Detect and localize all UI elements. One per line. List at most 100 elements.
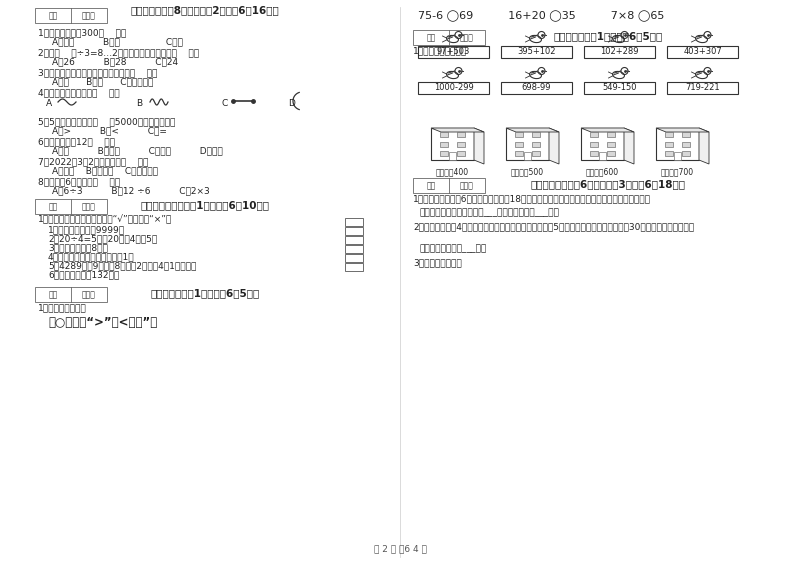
Bar	[590, 151, 598, 156]
Text: 3．在有余数的除法里，余数要比除数（    ）。: 3．在有余数的除法里，余数要比除数（ ）。	[38, 68, 158, 77]
Text: A．米          B．分米          C．厘米          D．毫米: A．米 B．分米 C．厘米 D．毫米	[52, 146, 222, 155]
Bar	[665, 141, 673, 146]
Bar	[667, 46, 738, 58]
Text: A．26          B．28          C．24: A．26 B．28 C．24	[52, 57, 178, 66]
Bar	[501, 82, 572, 94]
Bar	[457, 151, 465, 156]
Text: A．大      B．小      C．无法确定: A．大 B．小 C．无法确定	[52, 77, 154, 86]
Text: 395+102: 395+102	[518, 47, 556, 56]
Text: A．>          B．<          C．=: A．> B．< C．=	[52, 126, 167, 135]
Bar	[532, 132, 540, 137]
Text: 得分: 得分	[426, 181, 436, 190]
Bar	[440, 151, 448, 156]
Bar	[607, 151, 615, 156]
Text: 403+307: 403+307	[683, 47, 722, 56]
Text: 6．一块橡皮厕12（    ）。: 6．一块橡皮厕12（ ）。	[38, 137, 115, 146]
Text: 102+289: 102+289	[600, 47, 638, 56]
Bar	[345, 263, 363, 271]
Bar	[457, 141, 465, 146]
Text: 75-6 ◯69          16+20 ◯35          7×8 ◯65: 75-6 ◯69 16+20 ◯35 7×8 ◯65	[418, 10, 664, 21]
Text: 评卷人: 评卷人	[82, 11, 96, 20]
Text: 1．我会判断，对的在括号里打“√”，错的打“×”。: 1．我会判断，对的在括号里打“√”，错的打“×”。	[38, 215, 172, 224]
Text: A．一样    B．不一样    C．无法确定: A．一样 B．不一样 C．无法确定	[52, 166, 158, 175]
Text: 3．课桌的高度是8米。: 3．课桌的高度是8米。	[48, 243, 108, 252]
Text: 1．一棵树的高度300（    ）。: 1．一棵树的高度300（ ）。	[38, 28, 126, 37]
Bar	[656, 128, 699, 160]
Bar	[345, 227, 363, 235]
Text: 5．4289是〔9个千、8个百、2个十和4个1组成的。: 5．4289是〔9个千、8个百、2个十和4个1组成的。	[48, 261, 196, 270]
Text: 八、解决问题（兲6小题，每题3分，共6计18分）: 八、解决问题（兲6小题，每题3分，共6计18分）	[530, 179, 686, 189]
Text: 七、连一连（兲1大题，共6计5分）: 七、连一连（兲1大题，共6计5分）	[554, 31, 662, 41]
Text: 在○里填上“>”、<或＝”。: 在○里填上“>”、<或＝”。	[48, 316, 158, 329]
Text: B: B	[136, 99, 142, 108]
Bar	[581, 128, 624, 160]
Text: 1．我会判断大小。: 1．我会判断大小。	[38, 303, 86, 312]
Bar	[584, 82, 655, 94]
Bar	[457, 132, 465, 137]
Polygon shape	[699, 128, 709, 164]
Bar	[682, 141, 690, 146]
Bar	[345, 236, 363, 244]
Bar	[532, 151, 540, 156]
Bar	[607, 132, 615, 137]
Text: D: D	[288, 99, 295, 108]
Text: 2．20÷4=5读作20除以4等于5。: 2．20÷4=5读作20除以4等于5。	[48, 234, 158, 243]
Text: 答：第二天卖的是第一天的___倍，两天共卖出___筱。: 答：第二天卖的是第一天的___倍，两天共卖出___筱。	[419, 208, 559, 217]
Text: 2．周日，小明和4个同学去公园玩，公园的儿童票是每冈5元，他们一共花了多少元？剈30元去，买票的錢够吗？: 2．周日，小明和4个同学去公园玩，公园的儿童票是每冈5元，他们一共花了多少元？剈…	[413, 222, 694, 231]
Text: 得分: 得分	[48, 11, 58, 20]
Bar	[449, 152, 456, 160]
Bar	[345, 254, 363, 262]
Bar	[35, 199, 107, 214]
Bar	[35, 287, 107, 302]
Polygon shape	[431, 128, 484, 132]
Text: 五、判断对与错（兲1大题，共6计10分）: 五、判断对与错（兲1大题，共6计10分）	[141, 200, 270, 210]
Text: A: A	[46, 99, 52, 108]
Polygon shape	[549, 128, 559, 164]
Bar	[506, 128, 549, 160]
Bar	[501, 46, 572, 58]
Bar	[599, 152, 606, 160]
Bar	[345, 245, 363, 253]
Bar	[674, 152, 681, 160]
Text: 评卷人: 评卷人	[82, 290, 96, 299]
Bar	[532, 141, 540, 146]
Text: 719-221: 719-221	[685, 84, 720, 93]
Bar	[665, 132, 673, 137]
Polygon shape	[506, 128, 559, 132]
Bar	[413, 30, 485, 45]
Polygon shape	[624, 128, 634, 164]
Polygon shape	[474, 128, 484, 164]
Text: 四、选一选（共8小题，每题2分，共6计16分）: 四、选一选（共8小题，每题2分，共6计16分）	[130, 5, 279, 15]
Text: 得分: 得分	[48, 290, 58, 299]
Text: 1．最大的四位数是9999。: 1．最大的四位数是9999。	[48, 225, 125, 234]
Text: 4．下列线中，线段是（    ）。: 4．下列线中，线段是（ ）。	[38, 88, 120, 97]
Text: 评卷人: 评卷人	[460, 181, 474, 190]
Bar	[418, 46, 489, 58]
Text: 六、比一比（兲1大题，共6计5分）: 六、比一比（兲1大题，共6计5分）	[150, 288, 260, 298]
Text: 评卷人: 评卷人	[460, 33, 474, 42]
Bar	[35, 8, 107, 23]
Text: 1．估一估，连一连。: 1．估一估，连一连。	[413, 46, 467, 55]
Text: 1．书店第一天卖出6筱书，第二天卖出18筱书，第二天卖的是第一天的几倍？两天共卖出几筱？: 1．书店第一天卖出6筱书，第二天卖出18筱书，第二天卖的是第一天的几倍？两天共卖…	[413, 194, 651, 203]
Text: 7．2022中3个2表示的大小（    ）。: 7．2022中3个2表示的大小（ ）。	[38, 157, 148, 166]
Text: 答：他们一共花了___元。: 答：他们一共花了___元。	[419, 244, 486, 253]
Bar	[607, 141, 615, 146]
Bar	[515, 132, 523, 137]
Text: 549-150: 549-150	[602, 84, 637, 93]
Text: C: C	[221, 99, 227, 108]
Text: 得数大约500: 得数大约500	[511, 167, 544, 176]
Text: 2．在（    ）÷3=8…2这一算式中，被除数是（    ）。: 2．在（ ）÷3=8…2这一算式中，被除数是（ ）。	[38, 48, 199, 57]
Bar	[584, 46, 655, 58]
Text: 97+503: 97+503	[437, 47, 470, 56]
Text: 5．5千克沙子的重量（    ）5000克棉花的重量。: 5．5千克沙子的重量（ ）5000克棉花的重量。	[38, 117, 175, 126]
Polygon shape	[581, 128, 634, 132]
Bar	[524, 152, 531, 160]
Text: 得分: 得分	[48, 202, 58, 211]
Bar	[667, 82, 738, 94]
Polygon shape	[656, 128, 709, 132]
Text: 3．乘车去夏令营。: 3．乘车去夏令营。	[413, 258, 462, 267]
Bar	[345, 218, 363, 226]
Bar	[665, 151, 673, 156]
Bar	[413, 178, 485, 193]
Text: A．6÷3          B．12 ÷6          C．2×3: A．6÷3 B．12 ÷6 C．2×3	[52, 186, 210, 195]
